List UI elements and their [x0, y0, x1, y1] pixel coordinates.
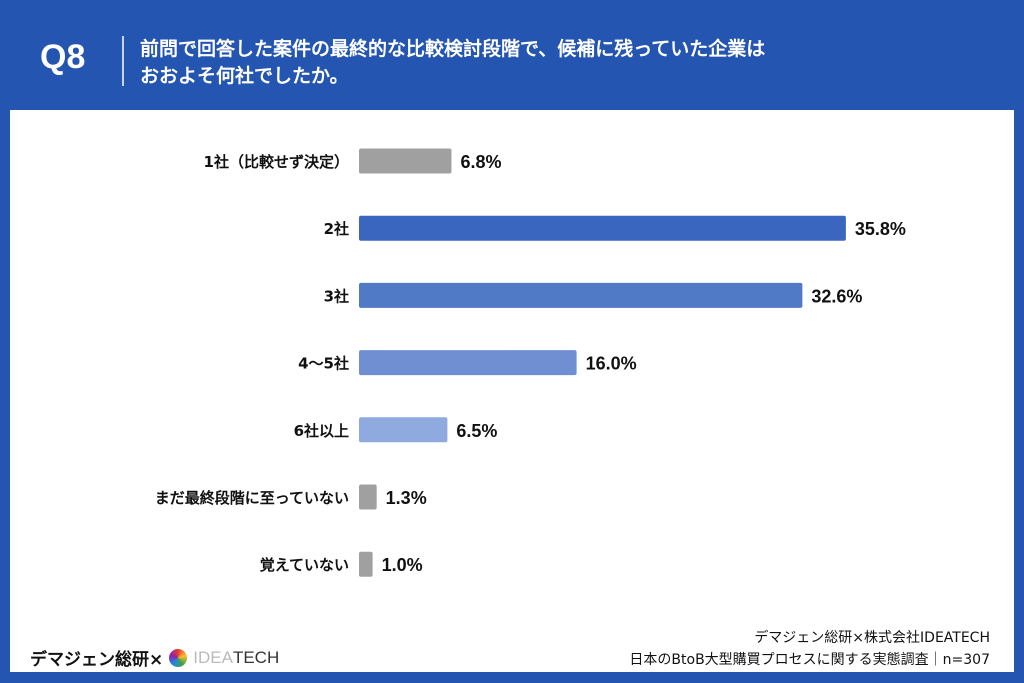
category-label: まだ最終段階に至っていない: [155, 489, 349, 507]
bar: [359, 215, 846, 241]
bar: [359, 551, 373, 577]
bar: [359, 350, 577, 376]
title-line-2: おおよそ何社でしたか。: [140, 65, 349, 87]
ideatech-logo-icon: [169, 648, 188, 667]
source-line-2: 日本のBtoB大型購買プロセスに関する実態調査｜n=307: [629, 652, 990, 668]
value-label: 6.8%: [460, 152, 501, 172]
logo-text-tech: TECH: [232, 647, 280, 667]
bar: [359, 417, 448, 443]
logo-text-idea: IDEA: [193, 647, 233, 667]
source-note: デマジェン総研×株式会社IDEATECH 日本のBtoB大型購買プロセスに関する…: [629, 627, 990, 671]
value-label: 1.3%: [386, 488, 427, 508]
divider: [122, 36, 124, 86]
question-title: 前問で回答した案件の最終的な比較検討段階で、候補に残っていた企業は おおよそ何社…: [140, 36, 1000, 90]
bar: [359, 282, 803, 308]
brand-name: デマジェン総研×: [30, 650, 164, 670]
value-label: 16.0%: [586, 354, 637, 374]
category-label: 6社以上: [294, 422, 349, 440]
value-label: 1.0%: [382, 555, 423, 575]
category-label: 3社: [324, 287, 349, 305]
source-line-1: デマジェン総研×株式会社IDEATECH: [754, 630, 990, 646]
question-number: Q8: [40, 38, 86, 76]
value-label: 32.6%: [811, 286, 862, 306]
bar: [359, 484, 377, 510]
category-label: 覚えていない: [260, 556, 349, 574]
category-label: 1社（比較せず決定）: [204, 153, 349, 171]
chart-panel: [10, 110, 1014, 672]
category-label: 2社: [324, 220, 349, 238]
title-line-1: 前問で回答した案件の最終的な比較検討段階で、候補に残っていた企業は: [140, 38, 766, 60]
value-label: 6.5%: [456, 421, 497, 441]
value-label: 35.8%: [855, 219, 906, 239]
category-label: 4〜5社: [298, 355, 349, 373]
bar: [359, 148, 452, 174]
brand-footer: デマジェン総研× IDEA TECH: [30, 645, 280, 671]
